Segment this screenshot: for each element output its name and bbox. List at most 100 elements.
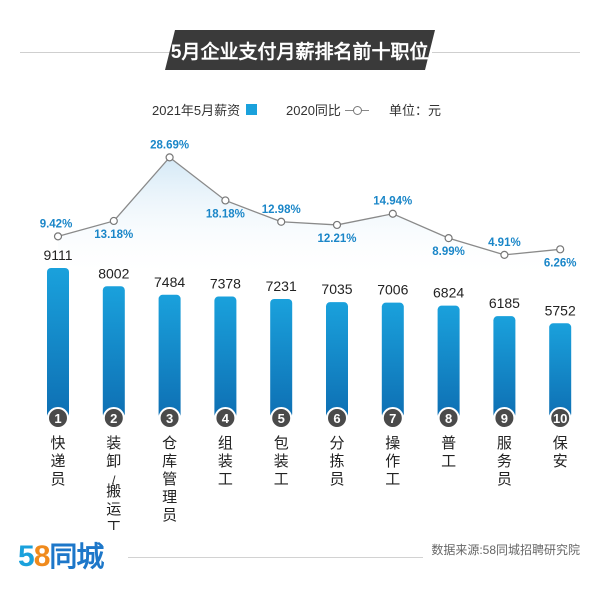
- rank-badge: [47, 407, 69, 429]
- bar-value-label: 7484: [154, 274, 185, 290]
- bar-value-label: 8002: [98, 265, 129, 281]
- category-label-char: 服: [497, 435, 512, 452]
- bar-value-label: 7035: [321, 281, 352, 297]
- title-rule-left: [20, 52, 170, 53]
- category-label-char: 务: [497, 453, 512, 470]
- category-label-char: 员: [162, 507, 177, 524]
- rank-badge: [437, 407, 460, 429]
- category-label-char: 搬: [106, 483, 121, 500]
- rank-number: 10: [553, 411, 567, 426]
- yoy-label: 12.98%: [262, 204, 301, 216]
- legend-item-unit: 单位：元: [389, 100, 441, 119]
- logo-digit-5: 5: [18, 540, 35, 573]
- yoy-point: [221, 196, 230, 205]
- category-label-char: 员: [50, 471, 65, 488]
- title-banner: 5月企业支付月薪排名前十职位: [0, 28, 600, 70]
- bar-value-label: 6824: [433, 285, 464, 301]
- rank-number: 2: [110, 411, 117, 426]
- category-label-char: 工: [385, 471, 400, 488]
- category-label-char: 安: [553, 453, 568, 470]
- yoy-point: [556, 245, 565, 254]
- bar-2: [102, 286, 125, 418]
- rank-badge: [214, 407, 237, 429]
- bar-10: [549, 323, 572, 418]
- category-label-char: 理: [162, 489, 177, 506]
- rank-number: 4: [222, 411, 230, 426]
- bar-value-label: 5752: [545, 302, 576, 318]
- category-label-char: 递: [50, 453, 65, 470]
- category-label-char: 卸: [106, 453, 121, 470]
- bar-6: [326, 302, 348, 418]
- category-label-char: 工: [218, 471, 233, 488]
- bar-value-label: 7231: [266, 278, 297, 294]
- rank-number: 9: [501, 411, 508, 426]
- bar-1: [47, 268, 69, 418]
- category-label-char: 装: [274, 453, 289, 470]
- bar-7: [381, 302, 404, 418]
- legend-item-salary: 2021年5月薪资: [152, 100, 258, 119]
- category-label-char: 管: [162, 471, 177, 488]
- rank-number: 8: [445, 411, 452, 426]
- category-label-char: 分: [329, 435, 344, 452]
- legend-item-yoy: 2020同比: [286, 100, 369, 119]
- yoy-label: 18.18%: [206, 208, 245, 220]
- bar-4: [214, 296, 237, 418]
- yoy-point: [444, 234, 453, 243]
- category-label-char: 工: [441, 453, 456, 470]
- yoy-point: [165, 153, 174, 162]
- yoy-label: 4.91%: [488, 237, 521, 249]
- yoy-label: 8.99%: [432, 246, 465, 258]
- yoy-point: [388, 209, 397, 218]
- yoy-point: [277, 217, 286, 226]
- category-label-char: 作: [385, 453, 400, 470]
- line-marker-icon: [344, 104, 369, 116]
- category-label-char: 操: [385, 435, 400, 452]
- category-label-char: 装: [218, 453, 233, 470]
- bar-value-label: 6185: [489, 295, 520, 311]
- category-label-char: 工: [274, 471, 289, 488]
- category-label-char: 装: [106, 435, 121, 452]
- brand-logo: 58同城: [18, 535, 104, 575]
- bar-8: [437, 305, 460, 418]
- rank-number: 1: [54, 411, 61, 426]
- category-label-char: 组: [218, 435, 233, 452]
- yoy-label: 13.18%: [94, 229, 133, 241]
- bar-value-label: 9111: [43, 247, 72, 263]
- category-label-char: /: [112, 473, 116, 487]
- rank-badge: [381, 407, 404, 429]
- data-source: 数据来源:58同城招聘研究院: [423, 541, 580, 558]
- rank-number: 3: [166, 411, 173, 426]
- legend-salary-label: 2021年5月薪资: [152, 103, 241, 118]
- category-label-char: 拣: [329, 453, 344, 470]
- category-label-char: 普: [441, 435, 456, 452]
- legend: 2021年5月薪资 2020同比 单位：元: [0, 100, 600, 122]
- rank-badge: [493, 407, 516, 429]
- title-rule-right: [432, 52, 580, 53]
- category-label-char: 仓: [162, 435, 177, 452]
- category-label-char: 运: [106, 501, 121, 518]
- yoy-point: [500, 250, 509, 259]
- category-label-char: 保: [553, 435, 568, 452]
- rank-badge: [326, 407, 348, 429]
- category-label-char: 包: [274, 435, 289, 452]
- rank-badge: [158, 407, 181, 429]
- bar-3: [158, 294, 181, 418]
- yoy-label: 28.69%: [150, 139, 189, 151]
- rank-badge: [270, 407, 293, 429]
- yoy-label: 9.42%: [40, 218, 73, 230]
- yoy-point: [53, 232, 63, 241]
- rank-number: 5: [278, 411, 285, 426]
- footer-divider: [128, 557, 574, 558]
- category-label-char: 员: [329, 471, 344, 488]
- rank-badge: [549, 407, 572, 429]
- rank-number: 7: [389, 411, 396, 426]
- yoy-area: [58, 157, 561, 280]
- category-label-char: 快: [50, 435, 65, 452]
- bar-5: [270, 298, 293, 418]
- rank-badge: [102, 407, 125, 429]
- legend-yoy-label: 2020同比: [286, 103, 341, 118]
- category-label-char: 库: [162, 453, 177, 470]
- chart-svg: 91111快递员80022装卸/搬运工74843仓库管理员73784组装工723…: [40, 139, 577, 530]
- bar-value-label: 7378: [210, 276, 241, 292]
- yoy-line: [57, 156, 561, 256]
